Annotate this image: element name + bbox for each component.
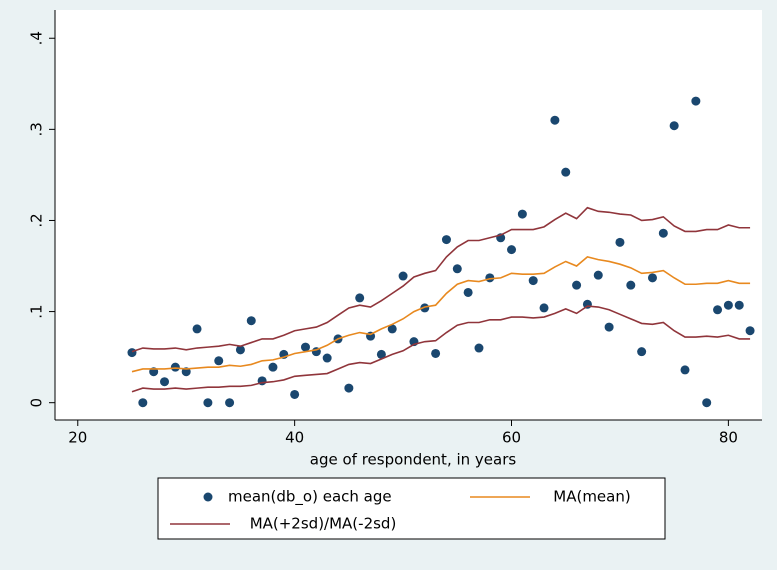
marker — [138, 398, 148, 408]
x-axis-label: age of respondent, in years — [310, 451, 517, 469]
y-tick-label: .2 — [28, 213, 46, 227]
marker — [463, 287, 473, 297]
marker — [431, 348, 441, 358]
marker — [517, 209, 527, 219]
marker — [593, 270, 603, 280]
marker — [214, 356, 224, 366]
y-tick-label: .3 — [28, 122, 46, 136]
marker — [235, 345, 245, 355]
marker — [723, 300, 733, 310]
marker — [745, 326, 755, 336]
marker — [290, 389, 300, 399]
marker — [420, 303, 430, 313]
marker — [528, 276, 538, 286]
marker — [160, 377, 170, 387]
marker — [322, 353, 332, 363]
marker — [203, 398, 213, 408]
y-tick-label: 0 — [28, 398, 46, 408]
marker — [300, 342, 310, 352]
marker — [691, 96, 701, 106]
marker — [376, 349, 386, 359]
marker — [441, 235, 451, 245]
marker — [550, 115, 560, 125]
marker — [355, 293, 365, 303]
marker — [626, 280, 636, 290]
marker — [680, 365, 690, 375]
marker — [452, 264, 462, 274]
marker — [658, 228, 668, 238]
marker — [507, 245, 517, 255]
marker — [713, 305, 723, 315]
marker — [474, 343, 484, 353]
marker — [615, 237, 625, 247]
marker — [647, 273, 657, 283]
legend-label: MA(mean) — [553, 488, 630, 506]
x-tick-label: 20 — [68, 429, 87, 447]
legend — [157, 477, 666, 540]
upper-line — [131, 206, 751, 353]
marker — [539, 303, 549, 313]
plot-area — [55, 10, 762, 420]
marker — [572, 280, 582, 290]
marker — [637, 347, 647, 357]
legend-marker — [203, 492, 213, 502]
marker — [268, 362, 278, 372]
marker — [734, 300, 744, 310]
marker — [669, 121, 679, 131]
y-tick-label: .1 — [28, 304, 46, 318]
marker — [170, 362, 180, 372]
marker — [246, 316, 256, 326]
x-tick-label: 80 — [719, 429, 738, 447]
marker — [561, 167, 571, 177]
lower-line — [131, 305, 751, 393]
marker — [344, 383, 354, 393]
marker — [702, 398, 712, 408]
marker — [127, 348, 137, 358]
x-tick-label: 60 — [502, 429, 521, 447]
marker — [387, 324, 397, 334]
legend-label: MA(+2sd)/MA(-2sd) — [250, 515, 397, 533]
ma-line — [131, 256, 751, 373]
x-tick-label: 40 — [285, 429, 304, 447]
legend-label: mean(db_o) each age — [228, 488, 392, 507]
marker — [225, 398, 235, 408]
marker — [398, 271, 408, 281]
marker — [192, 324, 202, 334]
marker — [604, 322, 614, 332]
y-tick-label: .4 — [28, 31, 46, 45]
